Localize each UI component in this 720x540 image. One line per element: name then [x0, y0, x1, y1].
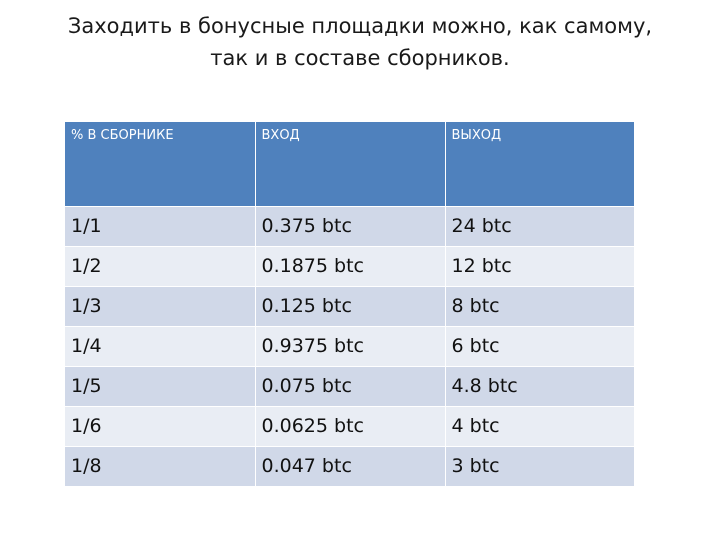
slide-title-line-2: так и в составе сборников.	[210, 46, 510, 70]
cell-share: 1/6	[65, 405, 256, 446]
cell-exit: 4.8 btc	[445, 365, 634, 406]
header-entry: ВХОД	[255, 122, 446, 206]
cell-share: 1/4	[65, 325, 256, 366]
cell-share: 1/2	[65, 245, 256, 286]
cell-exit: 3 btc	[445, 445, 634, 486]
table-row: 1/2 0.1875 btc 12 btc	[65, 245, 634, 286]
cell-exit: 8 btc	[445, 285, 634, 326]
pool-share-table: % В СБОРНИКЕ ВХОД ВЫХОД 1/1 0.375 btc 24…	[65, 122, 634, 486]
table-row: 1/1 0.375 btc 24 btc	[65, 205, 634, 246]
table-row: 1/5 0.075 btc 4.8 btc	[65, 365, 634, 406]
cell-exit: 24 btc	[445, 205, 634, 246]
table-header-row: % В СБОРНИКЕ ВХОД ВЫХОД	[65, 122, 634, 206]
table-row: 1/3 0.125 btc 8 btc	[65, 285, 634, 326]
cell-entry: 0.0625 btc	[255, 405, 446, 446]
table-row: 1/4 0.9375 btc 6 btc	[65, 325, 634, 366]
cell-entry: 0.9375 btc	[255, 325, 446, 366]
cell-share: 1/3	[65, 285, 256, 326]
slide-title: Заходить в бонусные площадки можно, как …	[0, 10, 720, 74]
cell-share: 1/8	[65, 445, 256, 486]
cell-share: 1/5	[65, 365, 256, 406]
cell-exit: 6 btc	[445, 325, 634, 366]
cell-entry: 0.1875 btc	[255, 245, 446, 286]
cell-exit: 4 btc	[445, 405, 634, 446]
cell-share: 1/1	[65, 205, 256, 246]
table-row: 1/6 0.0625 btc 4 btc	[65, 405, 634, 446]
cell-entry: 0.075 btc	[255, 365, 446, 406]
slide-title-line-1: Заходить в бонусные площадки можно, как …	[67, 14, 653, 38]
table-row: 1/8 0.047 btc 3 btc	[65, 445, 634, 486]
header-share: % В СБОРНИКЕ	[65, 122, 256, 206]
cell-entry: 0.375 btc	[255, 205, 446, 246]
cell-entry: 0.125 btc	[255, 285, 446, 326]
header-exit: ВЫХОД	[445, 122, 634, 206]
cell-entry: 0.047 btc	[255, 445, 446, 486]
cell-exit: 12 btc	[445, 245, 634, 286]
